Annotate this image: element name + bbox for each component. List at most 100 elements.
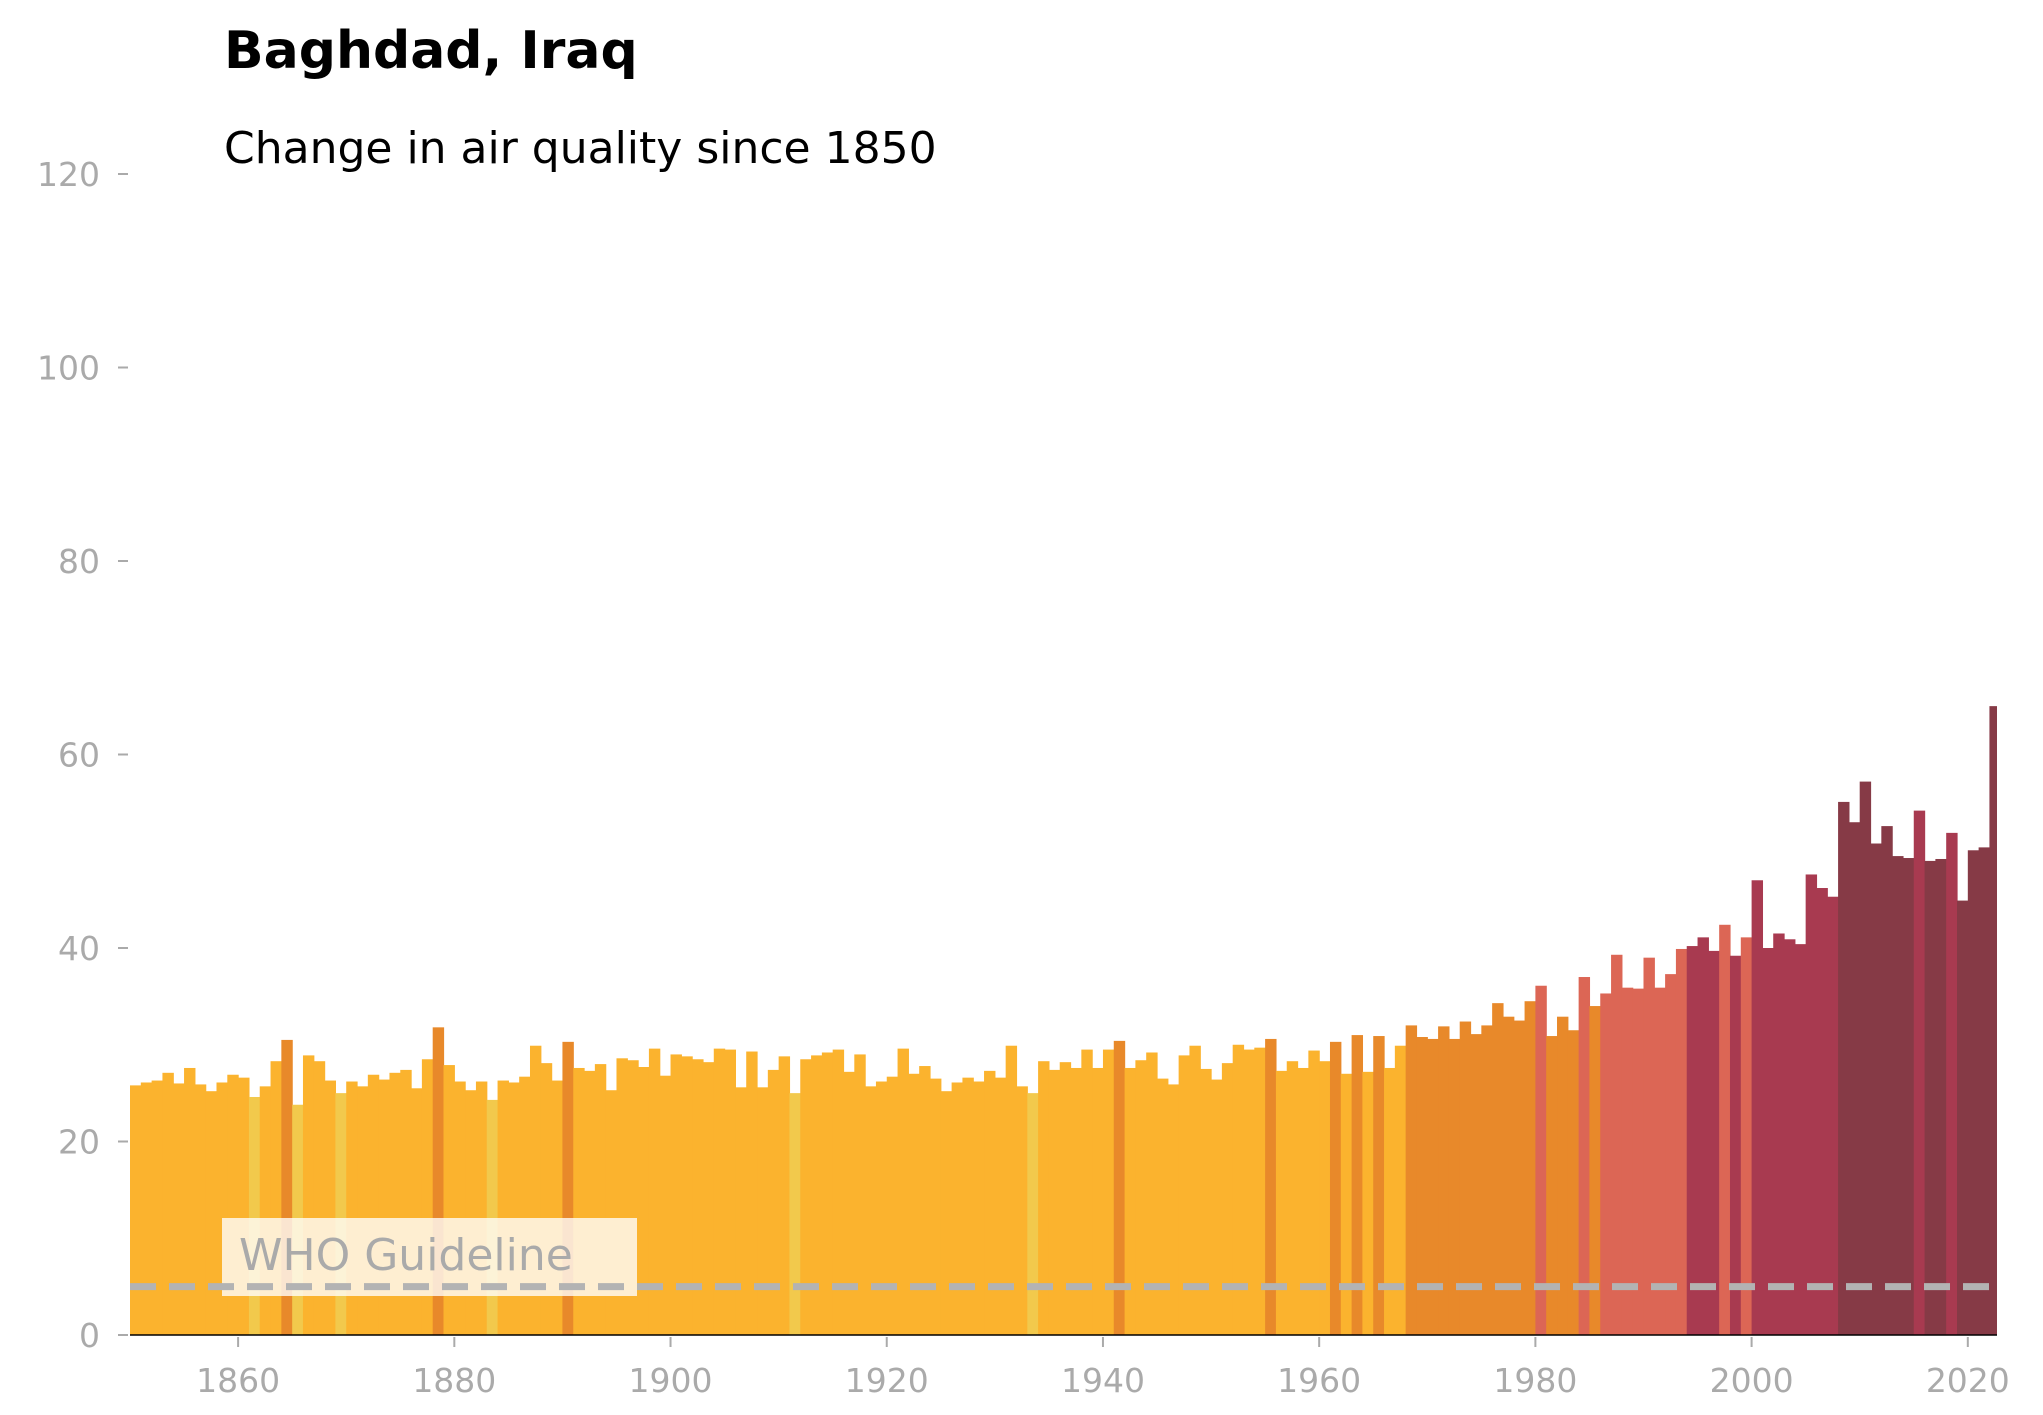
bar-1888 xyxy=(540,1063,553,1335)
x-tick-label: 1980 xyxy=(1493,1361,1577,1400)
y-tick-label: 100 xyxy=(37,349,100,388)
x-tick-label: 2020 xyxy=(1926,1361,2010,1400)
bar-1991 xyxy=(1654,987,1666,1335)
bar-1893 xyxy=(594,1064,607,1335)
bar-1940 xyxy=(1102,1049,1115,1335)
bar-1857 xyxy=(205,1091,218,1335)
bar-1920 xyxy=(886,1076,899,1335)
bar-1937 xyxy=(1070,1067,1082,1335)
bar-1880 xyxy=(454,1081,466,1335)
bar-1963 xyxy=(1351,1035,1364,1335)
bar-1869 xyxy=(335,1093,347,1336)
chart-subtitle: Change in air quality since 1850 xyxy=(224,123,937,174)
bar-1867 xyxy=(313,1061,326,1335)
bar-1975 xyxy=(1481,1025,1493,1335)
bar-2008 xyxy=(1838,801,1850,1335)
bar-1879 xyxy=(443,1065,455,1335)
bar-1878 xyxy=(432,1027,445,1335)
bar-1923 xyxy=(919,1066,931,1335)
bar-1942 xyxy=(1124,1067,1136,1335)
x-tick-label: 1920 xyxy=(845,1361,929,1400)
bar-1960 xyxy=(1319,1061,1331,1335)
bar-1994 xyxy=(1686,946,1699,1335)
bar-1967 xyxy=(1394,1045,1407,1335)
bar-2014 xyxy=(1902,858,1915,1335)
bar-2005 xyxy=(1805,874,1818,1335)
bar-1915 xyxy=(832,1049,845,1335)
bar-1913 xyxy=(811,1055,823,1335)
bar-2006 xyxy=(1816,888,1828,1335)
bar-1943 xyxy=(1135,1060,1147,1335)
bar-1868 xyxy=(324,1080,336,1335)
bar-1953 xyxy=(1243,1049,1255,1335)
bar-1955 xyxy=(1265,1038,1277,1335)
bar-1876 xyxy=(411,1088,423,1335)
bar-1950 xyxy=(1211,1079,1223,1335)
bar-1859 xyxy=(227,1074,239,1335)
bar-1928 xyxy=(973,1081,985,1335)
bar-1887 xyxy=(529,1045,542,1335)
bar-2011 xyxy=(1870,843,1882,1335)
bar-1989 xyxy=(1632,988,1645,1335)
bar-1985 xyxy=(1589,1006,1601,1335)
bar-1924 xyxy=(929,1078,942,1335)
bar-1938 xyxy=(1081,1049,1093,1335)
guide-label-box xyxy=(222,1218,637,1296)
bar-1909 xyxy=(767,1069,780,1335)
bar-1892 xyxy=(584,1070,596,1335)
bar-1918 xyxy=(865,1086,877,1335)
bar-1870 xyxy=(346,1081,358,1335)
bar-1941 xyxy=(1113,1040,1126,1335)
bar-1862 xyxy=(259,1086,272,1335)
bar-1976 xyxy=(1492,1003,1504,1335)
bar-2007 xyxy=(1827,896,1839,1335)
bar-1992 xyxy=(1665,974,1677,1335)
bar-1874 xyxy=(389,1072,401,1335)
bars xyxy=(130,706,1997,1336)
x-tick-label: 1940 xyxy=(1061,1361,1145,1400)
bar-1996 xyxy=(1708,950,1720,1335)
bar-1949 xyxy=(1200,1068,1212,1335)
bar-1986 xyxy=(1600,993,1612,1335)
bar-1961 xyxy=(1329,1041,1342,1335)
bar-1936 xyxy=(1059,1062,1072,1335)
bar-1902 xyxy=(692,1059,704,1335)
bar-1959 xyxy=(1308,1050,1320,1335)
bar-1851 xyxy=(140,1082,153,1335)
chart-title: Baghdad, Iraq xyxy=(224,21,638,81)
bar-1872 xyxy=(367,1074,380,1335)
y-axis: 0 20 40 60 80 100 120 xyxy=(37,155,128,1355)
bar-1900 xyxy=(670,1054,682,1335)
x-tick-label: 1960 xyxy=(1277,1361,1361,1400)
bar-1974 xyxy=(1470,1034,1482,1335)
bar-1850 xyxy=(130,1085,142,1335)
bar-1968 xyxy=(1405,1025,1418,1335)
bar-2017 xyxy=(1935,858,1947,1335)
x-tick-label: 1860 xyxy=(196,1361,280,1400)
bar-1979 xyxy=(1524,1001,1536,1335)
bar-2021 xyxy=(1978,847,1991,1335)
bar-1947 xyxy=(1178,1055,1191,1335)
bar-1929 xyxy=(984,1070,996,1335)
bar-1999 xyxy=(1740,937,1753,1335)
bar-1914 xyxy=(821,1052,834,1335)
bar-1954 xyxy=(1254,1047,1266,1335)
bar-1901 xyxy=(681,1056,693,1335)
bar-2000 xyxy=(1751,880,1764,1335)
bar-1969 xyxy=(1416,1037,1428,1335)
bar-1919 xyxy=(875,1081,888,1335)
bar-1861 xyxy=(248,1096,261,1335)
who-guideline-label: WHO Guideline xyxy=(239,1230,573,1281)
bar-1956 xyxy=(1275,1070,1288,1335)
bar-1945 xyxy=(1157,1078,1169,1335)
bar-1952 xyxy=(1232,1044,1245,1335)
bar-1863 xyxy=(270,1061,282,1335)
bar-1853 xyxy=(162,1072,174,1335)
bar-2004 xyxy=(1794,944,1807,1335)
bar-1882 xyxy=(475,1081,488,1335)
bar-1931 xyxy=(1005,1045,1018,1335)
y-tick-label: 40 xyxy=(58,929,100,968)
bar-1930 xyxy=(994,1077,1007,1335)
bar-1898 xyxy=(648,1048,661,1335)
